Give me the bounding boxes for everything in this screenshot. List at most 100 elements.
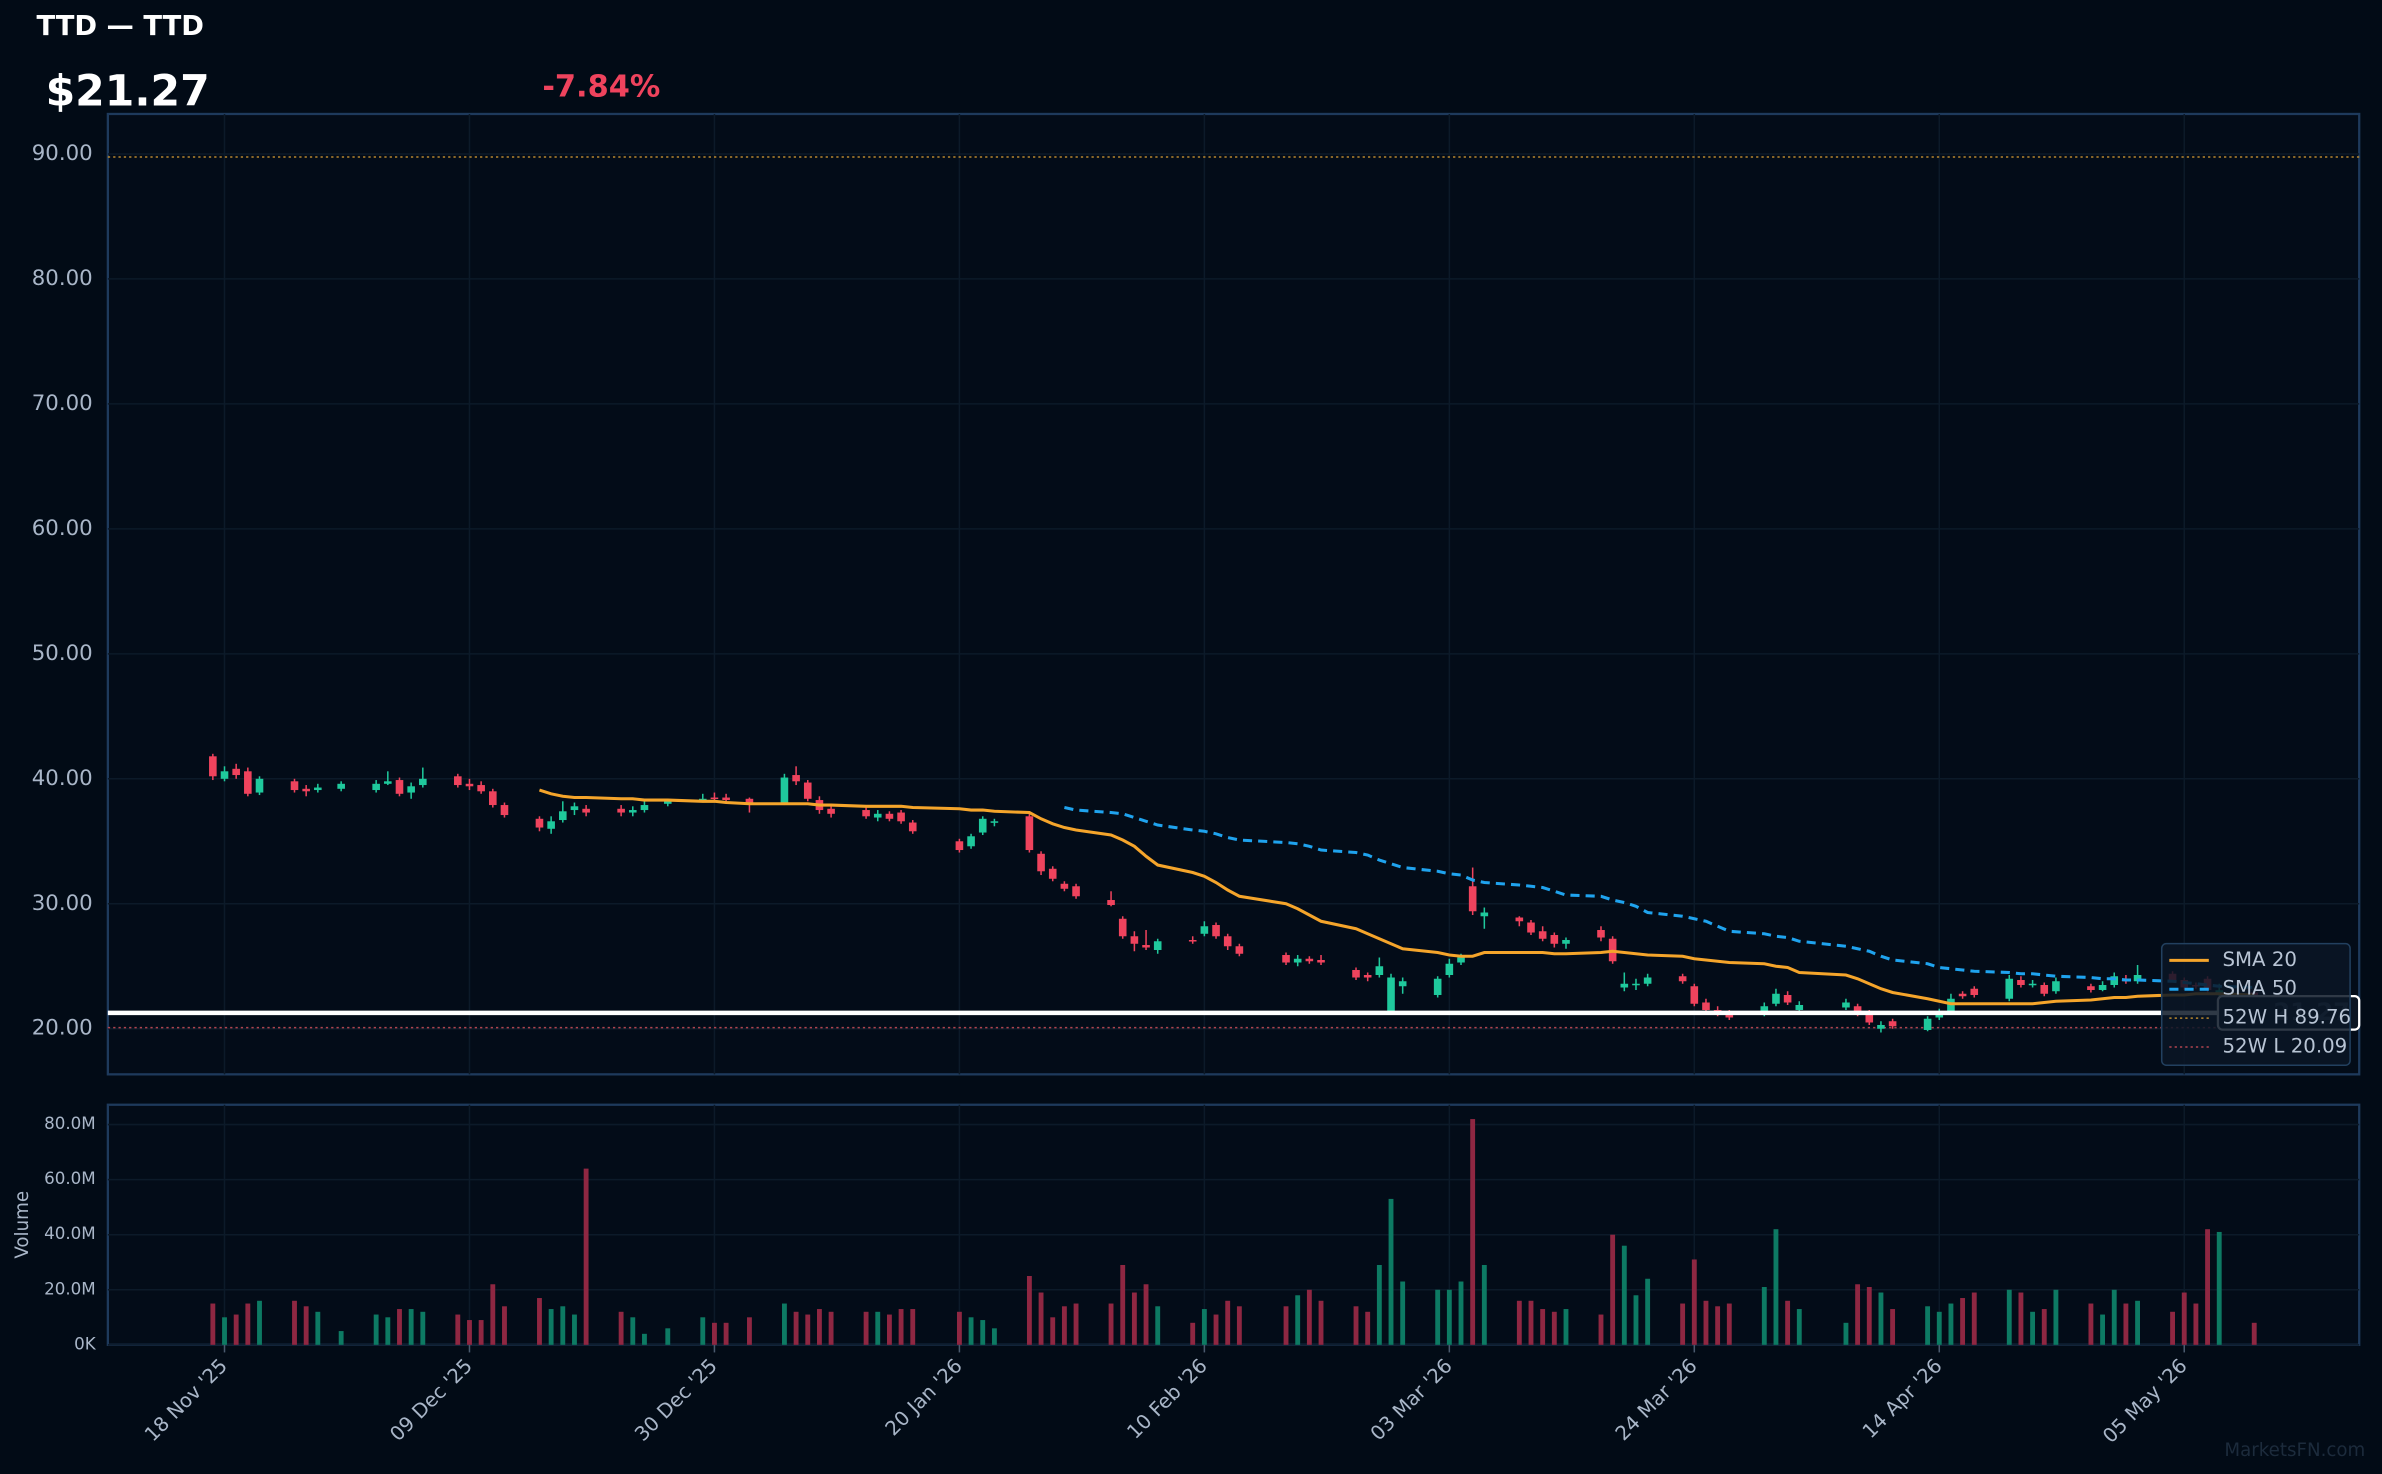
- candle-body: [885, 813, 894, 819]
- candle-body: [1632, 983, 1640, 986]
- volume-bar: [1236, 1306, 1242, 1345]
- volume-bar: [1878, 1292, 1884, 1345]
- volume-bar: [1353, 1306, 1359, 1345]
- volume-bar: [373, 1314, 379, 1345]
- volume-bar: [863, 1311, 869, 1345]
- y-tick-label: 90.00: [32, 141, 93, 166]
- candle-body: [1923, 1018, 1932, 1030]
- candle-body: [640, 805, 649, 811]
- volume-bar: [1971, 1292, 1977, 1345]
- candle-body: [2133, 974, 2142, 982]
- y-tick-label: 60.00: [32, 516, 93, 541]
- volume-bar: [1435, 1289, 1441, 1345]
- candle-body: [465, 783, 474, 787]
- candle-body: [384, 781, 392, 784]
- volume-bar: [1376, 1264, 1382, 1345]
- candle-body: [477, 785, 485, 792]
- volume-bar: [1645, 1278, 1651, 1345]
- volume-bar: [1026, 1276, 1032, 1345]
- volume-bar: [1598, 1314, 1604, 1345]
- volume-bar: [642, 1333, 647, 1345]
- volume-bar: [793, 1311, 799, 1345]
- volume-tick-label: 0K: [74, 1333, 97, 1353]
- candle-body: [908, 822, 917, 832]
- candle-body: [1025, 816, 1034, 851]
- candle-body: [1515, 917, 1524, 922]
- candle-body: [1212, 925, 1220, 937]
- candle-body: [1037, 853, 1045, 872]
- volume-bar: [1866, 1287, 1872, 1345]
- candle-body: [1048, 868, 1057, 879]
- candle-body: [1970, 988, 1979, 995]
- volume-bar: [1726, 1303, 1732, 1345]
- volume-bar: [210, 1303, 216, 1345]
- volume-bar: [1843, 1322, 1849, 1345]
- candle-body: [220, 771, 229, 779]
- candle-body: [290, 781, 299, 791]
- volume-bar: [1715, 1306, 1721, 1345]
- candle-body: [1107, 900, 1115, 906]
- candle-body: [2017, 979, 2025, 985]
- legend-box: [2160, 942, 2351, 1066]
- volume-bar: [338, 1331, 344, 1345]
- volume-tick-label: 60.0M: [44, 1168, 96, 1188]
- candle-body: [1620, 983, 1629, 988]
- volume-bar: [548, 1309, 554, 1345]
- volume-bar: [828, 1311, 834, 1345]
- candle-body: [1842, 1002, 1850, 1008]
- candle-body: [558, 811, 567, 821]
- candle-body: [547, 821, 555, 829]
- volume-bar: [1470, 1119, 1476, 1345]
- volume-bar: [1108, 1303, 1114, 1345]
- title: TTD — TTD: [36, 11, 204, 42]
- y-tick-label: 40.00: [32, 766, 93, 791]
- candle-body: [407, 786, 415, 793]
- volume-bar: [1563, 1309, 1569, 1345]
- candle-body: [1060, 883, 1069, 889]
- candle-body: [862, 810, 870, 817]
- y-tick-label: 30.00: [32, 891, 93, 916]
- price: $21.27: [46, 68, 210, 117]
- candle-body: [1888, 1021, 1897, 1027]
- volume-bar: [2053, 1289, 2059, 1345]
- candle-body: [780, 777, 789, 804]
- candle-body: [232, 768, 240, 776]
- volume-bar: [1190, 1322, 1196, 1345]
- y-tick-label: 70.00: [32, 391, 93, 416]
- volume-bar: [1621, 1245, 1627, 1345]
- candle-body: [978, 818, 987, 833]
- candle-body: [745, 798, 754, 804]
- candle-body: [1398, 981, 1407, 987]
- volume-bar: [2135, 1300, 2141, 1345]
- price-panel: [106, 112, 2361, 1076]
- volume-bar: [898, 1309, 904, 1345]
- volume-bar: [572, 1314, 577, 1345]
- volume-bar: [1925, 1306, 1931, 1345]
- volume-bar: [303, 1306, 309, 1345]
- volume-bar: [805, 1314, 811, 1345]
- volume-bar: [1143, 1284, 1149, 1345]
- volume-bar: [292, 1300, 297, 1345]
- candle-body: [617, 808, 625, 813]
- volume-bar: [1400, 1281, 1406, 1345]
- candle-body: [337, 783, 345, 789]
- volume-bar: [1761, 1287, 1767, 1345]
- candle-body: [628, 810, 637, 813]
- volume-bar: [816, 1309, 822, 1345]
- volume-bar: [1120, 1264, 1126, 1345]
- candle-body: [1538, 931, 1547, 939]
- candle-body: [1690, 986, 1699, 1004]
- volume-bar: [1306, 1289, 1312, 1345]
- candle-body: [663, 801, 672, 804]
- candle-body: [1597, 930, 1605, 938]
- volume-bar: [2251, 1322, 2257, 1345]
- volume-bar: [1960, 1298, 1966, 1345]
- volume-bar: [1155, 1306, 1161, 1345]
- candle-body: [1130, 936, 1139, 944]
- candle-body: [1363, 974, 1372, 978]
- volume-bar: [1633, 1295, 1639, 1345]
- candle-body: [955, 841, 964, 851]
- volume-bar: [537, 1298, 542, 1345]
- volume-panel: [106, 1103, 2361, 1346]
